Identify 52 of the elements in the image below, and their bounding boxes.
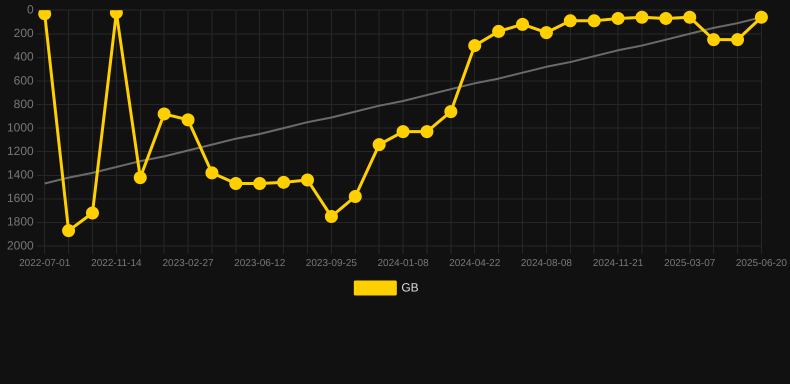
y-tick-label: 1000 — [6, 120, 34, 134]
x-tick-label: 2023-02-27 — [162, 258, 214, 269]
x-tick-label: 2022-11-14 — [91, 258, 142, 269]
point — [396, 125, 410, 138]
y-tick-label: 1600 — [6, 191, 34, 206]
point — [205, 166, 218, 180]
y-tick-label: 600 — [14, 73, 34, 88]
point — [468, 39, 482, 52]
point — [612, 12, 625, 25]
point — [659, 12, 672, 25]
x-tick-label: 2025-06-20 — [736, 258, 788, 269]
point — [564, 14, 577, 28]
point — [348, 190, 362, 203]
y-tick-label: 0 — [27, 2, 34, 17]
point — [731, 33, 744, 46]
legend-label: GB — [401, 280, 419, 294]
point — [182, 113, 195, 126]
y-tick-label: 200 — [14, 26, 34, 40]
point — [277, 176, 290, 189]
point — [253, 177, 266, 190]
point — [540, 26, 553, 40]
x-tick-label: 2025-03-07 — [664, 258, 716, 269]
y-tick-label: 800 — [14, 96, 34, 111]
point — [134, 171, 147, 184]
point — [86, 206, 99, 220]
point — [444, 105, 458, 118]
y-tick-label: 400 — [14, 50, 34, 64]
point — [516, 18, 530, 31]
x-tick-label: 2024-01-08 — [377, 258, 430, 269]
point — [635, 10, 648, 24]
point — [754, 10, 768, 24]
point — [158, 107, 171, 120]
point — [707, 33, 720, 46]
x-tick-label: 2022-07-01 — [19, 258, 71, 269]
y-tick-label: 1200 — [6, 144, 34, 158]
point — [300, 173, 314, 186]
point — [62, 224, 76, 238]
point — [324, 210, 338, 224]
point — [683, 10, 696, 24]
x-tick-label: 2024-04-22 — [449, 258, 501, 269]
point — [229, 177, 242, 190]
x-tick-label: 2024-11-21 — [592, 258, 644, 269]
y-tick-label: 1800 — [6, 214, 34, 229]
y-tick-label: 1400 — [6, 168, 34, 182]
x-tick-label: 2024-08-08 — [520, 258, 572, 269]
point — [588, 14, 601, 28]
point — [492, 24, 506, 38]
point — [420, 125, 434, 138]
x-tick-label: 2023-09-25 — [306, 258, 358, 269]
y-tick-label: 2000 — [6, 238, 34, 252]
x-tick-label: 2023-06-12 — [234, 258, 286, 269]
point — [372, 138, 386, 152]
